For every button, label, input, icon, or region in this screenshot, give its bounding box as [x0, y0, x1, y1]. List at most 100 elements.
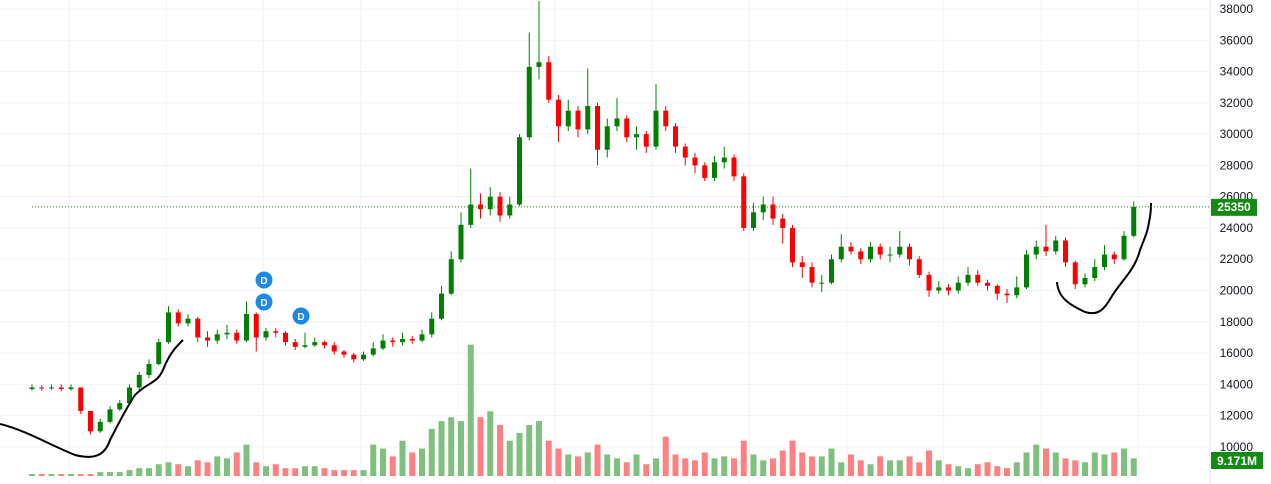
volume-bar [282, 468, 289, 476]
candle-body [897, 246, 903, 255]
volume-bar [331, 470, 338, 476]
candle-body [790, 227, 795, 263]
volume-bar [1130, 458, 1137, 476]
drawn-annotation-curve-left[interactable] [0, 339, 184, 458]
volume-bar [653, 458, 659, 476]
candle-body [195, 318, 201, 338]
candle-body [1063, 240, 1068, 263]
candle-body [468, 204, 474, 225]
drawn-annotation-curve-right[interactable] [1056, 202, 1152, 315]
candle-body [1014, 287, 1020, 296]
candle-body [390, 340, 396, 343]
candle-body [556, 99, 561, 127]
candle-body [877, 246, 883, 255]
candle-body [273, 331, 279, 333]
candle-body [341, 351, 347, 355]
candle-body [185, 318, 191, 324]
volume-bar [565, 454, 572, 476]
candle-body [829, 259, 834, 283]
candle-body [1092, 267, 1098, 279]
volume-bar [477, 417, 484, 476]
volume-bar [506, 440, 513, 476]
volume-bar [458, 421, 464, 476]
dividend-badge-label: D [260, 298, 267, 309]
candle-body [127, 387, 132, 404]
volume-bar [536, 421, 542, 476]
volume-bar [711, 458, 718, 476]
volume-bar [935, 460, 942, 476]
candle-body [58, 387, 64, 390]
candle-body [78, 387, 84, 411]
candle-body [936, 287, 942, 291]
volume-bar [760, 460, 767, 476]
dividend-badge[interactable] [255, 271, 273, 289]
candle-body [653, 110, 659, 147]
candle-body [838, 246, 844, 260]
volume-bar [926, 450, 932, 476]
candle-body [741, 176, 747, 228]
candle-body [770, 204, 776, 219]
price-axis[interactable]: 10000 12000 14000 16000 18000 20000 22000 24000… [1220, 2, 1254, 454]
volume-bar [662, 436, 669, 476]
candle-body [585, 105, 591, 130]
volume-bar [604, 454, 611, 476]
candle-body [400, 339, 405, 343]
candle-body [107, 409, 113, 422]
candle-body [858, 251, 864, 260]
volume-bar [380, 448, 386, 476]
candle-body [624, 118, 630, 138]
candle-body [975, 274, 981, 283]
y-tick-label: 16000 [1220, 346, 1254, 360]
y-tick-label: 32000 [1220, 96, 1254, 110]
volume-bar [360, 470, 367, 476]
volume-bar [350, 470, 357, 476]
candle-body [955, 282, 961, 291]
volume-bar [526, 425, 533, 476]
candle-body [68, 387, 74, 390]
volume-bar [994, 466, 1001, 476]
volume-bar [467, 344, 474, 476]
volume-bar [614, 458, 620, 476]
candle-body [517, 137, 522, 205]
dividend-badge[interactable] [292, 307, 310, 325]
candle-body [49, 387, 54, 389]
volume-bar [97, 472, 104, 476]
candle-body [1102, 254, 1107, 268]
dividend-badge[interactable] [255, 293, 273, 311]
candle-body [175, 312, 181, 324]
candle-body [1111, 254, 1117, 260]
candle-body [985, 282, 990, 286]
volume-bar [877, 456, 884, 476]
candle-body [692, 157, 698, 166]
candle-body [361, 354, 366, 360]
volume-bar [292, 468, 299, 476]
dividend-markers[interactable]: DDD [255, 271, 310, 325]
volume-bar [38, 474, 45, 476]
volume-bar [984, 462, 991, 476]
candle-body [380, 340, 386, 349]
candle-body [702, 165, 708, 178]
y-tick-label: 34000 [1220, 65, 1254, 79]
volume-bar [48, 474, 55, 476]
volume-bar [1043, 448, 1049, 476]
volume-bar [770, 458, 776, 476]
volume-bar [419, 448, 425, 476]
volume-bar [136, 468, 143, 476]
volume-bar [1082, 462, 1088, 476]
volume-bar [965, 468, 971, 476]
volume-bar [692, 460, 698, 476]
volume-bar [623, 462, 630, 476]
volume-bar [58, 474, 65, 476]
candle-body [751, 212, 756, 228]
candle-body [117, 403, 123, 410]
volume-bar [838, 462, 845, 476]
grid [0, 0, 1211, 484]
candle-body [526, 66, 532, 138]
candle-body [1043, 246, 1049, 252]
candle-body [312, 342, 318, 346]
volume-bar [818, 456, 825, 476]
candle-body [497, 196, 503, 216]
volume-bar [68, 474, 74, 476]
candle-body [97, 421, 103, 432]
